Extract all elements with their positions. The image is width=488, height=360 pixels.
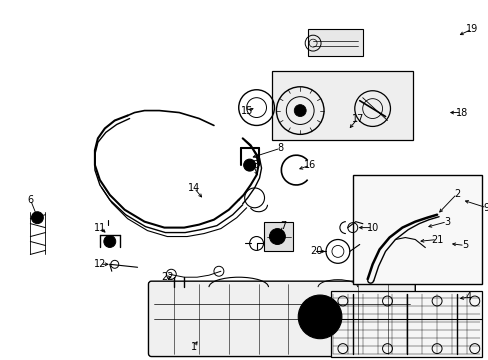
Text: 8: 8 bbox=[277, 143, 283, 153]
Text: 20: 20 bbox=[309, 246, 322, 256]
Text: 17: 17 bbox=[351, 113, 363, 123]
Text: 9: 9 bbox=[483, 203, 488, 213]
Text: 5: 5 bbox=[461, 240, 467, 251]
Circle shape bbox=[103, 235, 116, 247]
Text: 18: 18 bbox=[455, 108, 467, 118]
Text: 6: 6 bbox=[27, 195, 34, 205]
Circle shape bbox=[243, 159, 255, 171]
Text: 2: 2 bbox=[453, 189, 459, 199]
Text: 21: 21 bbox=[430, 234, 443, 244]
Text: 10: 10 bbox=[366, 222, 378, 233]
Circle shape bbox=[294, 105, 305, 117]
Circle shape bbox=[298, 295, 341, 339]
Circle shape bbox=[269, 229, 285, 244]
Text: 12: 12 bbox=[94, 259, 106, 269]
Circle shape bbox=[31, 212, 43, 224]
Text: 16: 16 bbox=[304, 160, 316, 170]
Bar bbox=[272, 71, 412, 140]
Bar bbox=[352, 175, 481, 284]
Text: 4: 4 bbox=[465, 292, 471, 302]
Text: 13: 13 bbox=[247, 160, 259, 170]
FancyBboxPatch shape bbox=[148, 281, 414, 356]
Text: 22: 22 bbox=[161, 272, 173, 282]
Circle shape bbox=[314, 312, 325, 322]
Text: 11: 11 bbox=[94, 222, 106, 233]
Circle shape bbox=[307, 305, 331, 329]
Bar bbox=[263, 222, 293, 251]
Bar bbox=[307, 29, 362, 56]
Text: 19: 19 bbox=[465, 24, 477, 34]
Text: 3: 3 bbox=[443, 217, 449, 227]
Bar bbox=[330, 291, 481, 356]
Text: 7: 7 bbox=[280, 221, 286, 231]
Text: 15: 15 bbox=[240, 105, 252, 116]
Text: 1: 1 bbox=[191, 342, 197, 352]
Text: 14: 14 bbox=[187, 183, 200, 193]
